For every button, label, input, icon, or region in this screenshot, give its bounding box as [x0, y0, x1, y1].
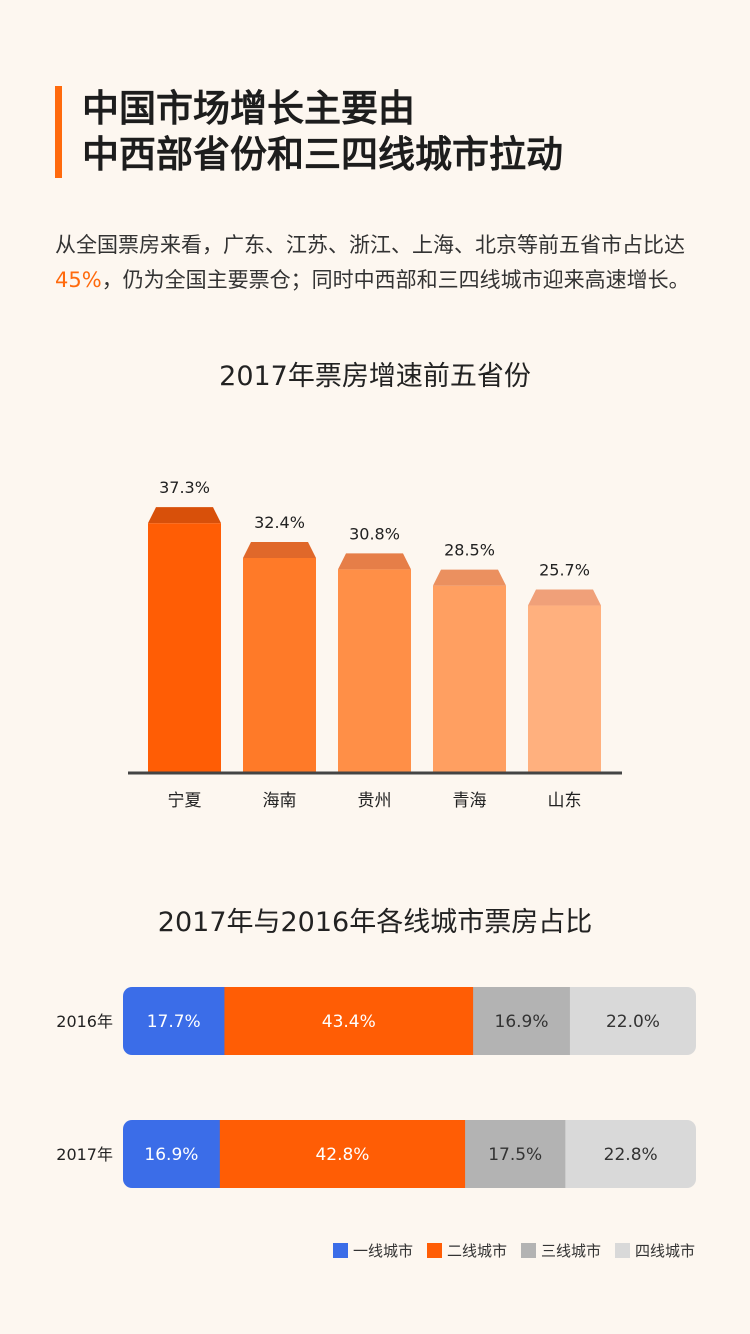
row-label-0: 2016年	[56, 1012, 113, 1031]
headline: 中国市场增长主要由 中西部省份和三四线城市拉动	[55, 86, 563, 178]
legend-item-2: 三线城市	[520, 1240, 601, 1261]
bar-chart-title: 2017年票房增速前五省份	[219, 361, 531, 392]
segment-1-1	[219, 1120, 466, 1188]
bar-0	[148, 523, 221, 772]
segment-label-0-0: 17.7%	[147, 1012, 201, 1032]
headline-line-1: 中国市场增长主要由	[82, 87, 415, 130]
headline-line-2: 中西部省份和三四线城市拉动	[82, 133, 563, 176]
bar-category-label-0: 宁夏	[168, 791, 202, 811]
bar-cap-4	[528, 589, 601, 606]
legend-label-0: 一线城市	[352, 1242, 413, 1260]
bar-category-label-1: 海南	[263, 791, 297, 811]
bar-4	[528, 605, 601, 772]
bar-cap-1	[243, 541, 316, 558]
segment-0-1	[224, 987, 474, 1055]
segment-label-1-1: 42.8%	[315, 1145, 369, 1165]
segment-0-0	[123, 987, 225, 1055]
bar-value-label-4: 25.7%	[539, 561, 590, 580]
segment-label-1-0: 16.9%	[144, 1145, 198, 1165]
intro-highlight: 45%	[55, 268, 102, 292]
segment-label-0-3: 22.0%	[606, 1012, 660, 1032]
row-label-1: 2017年	[56, 1145, 113, 1164]
bar-cap-3	[433, 569, 506, 586]
bar-category-label-4: 山东	[548, 791, 582, 811]
segment-0-2	[473, 987, 571, 1055]
bar-category-label-2: 贵州	[358, 791, 392, 811]
segment-1-0	[123, 1120, 221, 1188]
bar-cap-2	[338, 553, 411, 570]
share-legend: 一线城市 二线城市 三线城市 四线城市	[332, 1240, 695, 1261]
intro-paragraph: 从全国票房来看，广东、江苏、浙江、上海、北京等前五省市占比达 45%，仍为全国主要…	[55, 228, 705, 298]
share-stacked-chart: 17.7% 43.4% 16.9% 22.0% 2016年 16.9% 42.8% 17.5%…	[56, 987, 696, 1188]
legend-item-3: 四线城市	[614, 1240, 695, 1261]
bar-value-label-2: 30.8%	[349, 524, 400, 543]
segment-0-3	[569, 987, 696, 1055]
segment-1-2	[465, 1120, 566, 1188]
legend-label-1: 二线城市	[446, 1242, 507, 1260]
segment-label-0-2: 16.9%	[495, 1012, 549, 1032]
intro-text-2: ，仍为全国主要票仓；同时中西部和三四线城市迎来高速增长。	[101, 268, 690, 292]
legend-item-1: 二线城市	[426, 1240, 507, 1261]
growth-bar-chart: 37.3% 宁夏 32.4% 海南 30.8% 贵州 28.5% 青海 25.7% 山东	[128, 478, 622, 811]
segment-label-1-2: 17.5%	[488, 1145, 542, 1165]
bar-value-label-3: 28.5%	[444, 541, 495, 560]
bar-category-label-3: 青海	[453, 791, 487, 811]
legend-swatch-3	[614, 1243, 630, 1258]
bar-1	[243, 557, 316, 772]
segment-label-0-1: 43.4%	[322, 1012, 376, 1032]
bar-cap-0	[148, 507, 221, 524]
bar-value-label-0: 37.3%	[159, 478, 210, 497]
legend-swatch-0	[332, 1243, 348, 1258]
bar-2	[338, 569, 411, 772]
legend-item-0: 一线城市	[332, 1240, 413, 1261]
bar-value-label-1: 32.4%	[254, 513, 305, 532]
legend-label-2: 三线城市	[540, 1242, 601, 1260]
share-chart-title: 2017年与2016年各线城市票房占比	[157, 907, 593, 938]
stack-row-0	[123, 987, 696, 1055]
bar-3	[433, 585, 506, 772]
legend-swatch-2	[520, 1243, 536, 1258]
legend-label-3: 四线城市	[634, 1242, 695, 1260]
intro-text-1: 从全国票房来看，广东、江苏、浙江、上海、北京等前五省市占比达	[55, 233, 685, 257]
stack-row-1	[123, 1120, 696, 1188]
segment-1-3	[565, 1120, 696, 1188]
legend-swatch-1	[426, 1243, 442, 1258]
segment-label-1-3: 22.8%	[604, 1145, 658, 1165]
